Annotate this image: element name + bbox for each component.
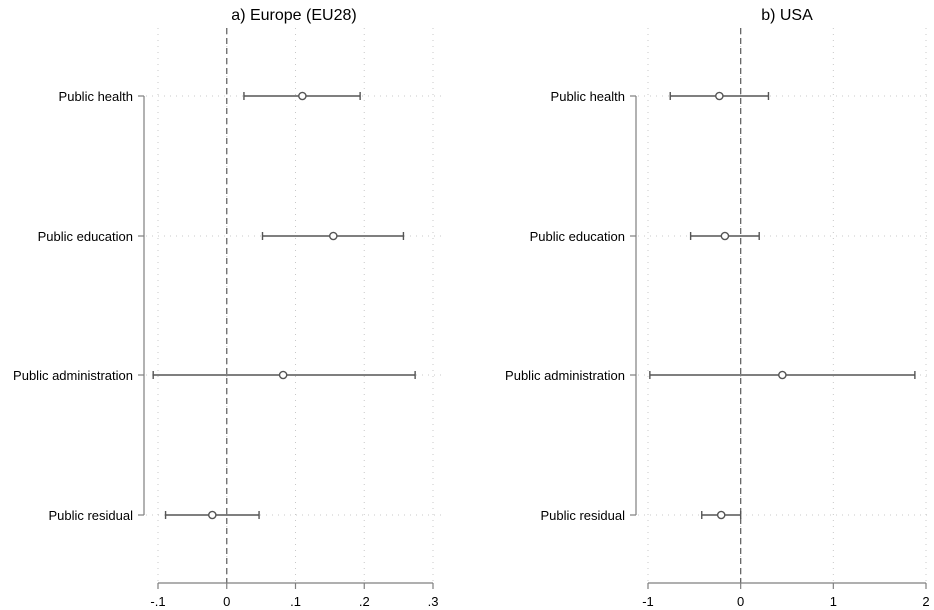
category-label: Public health — [59, 89, 133, 104]
category-label: Public education — [38, 229, 133, 244]
category-label: Public education — [530, 229, 625, 244]
x-tick-label: -1 — [642, 594, 654, 609]
x-tick-label: 0 — [223, 594, 230, 609]
point-estimate-marker — [778, 370, 787, 380]
x-tick-label: 0 — [737, 594, 744, 609]
x-tick-label: .3 — [428, 594, 439, 609]
category-label: Public residual — [540, 508, 625, 523]
x-tick-label: .2 — [359, 594, 370, 609]
point-estimate-marker — [720, 231, 730, 241]
point-estimate-marker — [329, 231, 338, 241]
category-label: Public administration — [505, 368, 625, 383]
point-estimate-marker — [298, 91, 307, 101]
category-label: Public health — [551, 89, 625, 104]
point-estimate-marker — [715, 91, 724, 101]
category-label: Public administration — [13, 368, 133, 383]
point-estimate-marker — [208, 510, 217, 520]
point-estimate-marker — [278, 370, 288, 380]
x-tick-label: 2 — [922, 594, 929, 609]
x-tick-label: .1 — [290, 594, 301, 609]
panel-title: b) USA — [761, 7, 813, 24]
category-label: Public residual — [48, 508, 133, 523]
panel-title: a) Europe (EU28) — [231, 7, 356, 24]
x-tick-label: 1 — [830, 594, 837, 609]
point-estimate-marker — [716, 510, 726, 520]
x-tick-label: -.1 — [150, 594, 165, 609]
